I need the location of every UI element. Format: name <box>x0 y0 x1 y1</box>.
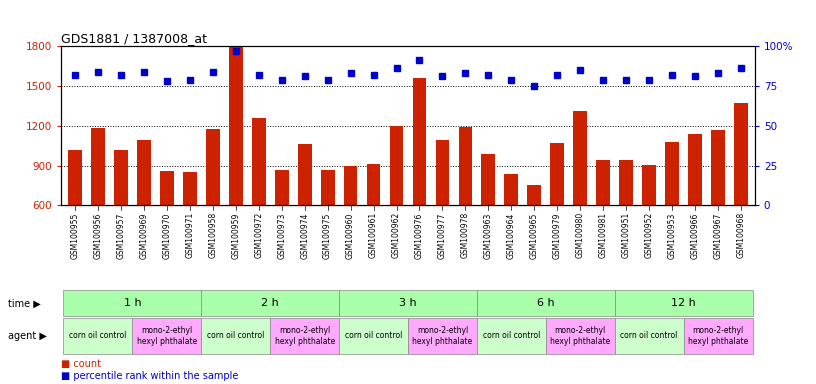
Bar <box>436 141 450 285</box>
Text: GSM100970: GSM100970 <box>162 212 171 258</box>
FancyBboxPatch shape <box>684 318 752 354</box>
FancyBboxPatch shape <box>546 318 614 354</box>
FancyBboxPatch shape <box>614 290 752 316</box>
Bar <box>527 185 541 285</box>
Text: corn oil control: corn oil control <box>620 331 678 341</box>
Bar <box>275 170 289 285</box>
FancyBboxPatch shape <box>202 318 270 354</box>
Bar <box>665 142 679 285</box>
FancyBboxPatch shape <box>132 318 202 354</box>
Text: GSM100964: GSM100964 <box>507 212 516 258</box>
Text: ■ percentile rank within the sample: ■ percentile rank within the sample <box>61 371 238 381</box>
Bar <box>321 170 335 285</box>
Text: GSM100972: GSM100972 <box>255 212 264 258</box>
Text: GSM100952: GSM100952 <box>645 212 654 258</box>
Bar <box>366 164 380 285</box>
Bar <box>228 46 242 285</box>
FancyBboxPatch shape <box>339 318 408 354</box>
FancyBboxPatch shape <box>408 318 477 354</box>
Bar <box>137 141 151 285</box>
Bar <box>574 111 588 285</box>
Bar <box>642 165 656 285</box>
Text: agent ▶: agent ▶ <box>8 331 47 341</box>
Text: 1 h: 1 h <box>123 298 141 308</box>
Text: GSM100963: GSM100963 <box>484 212 493 258</box>
Text: mono-2-ethyl
hexyl phthalate: mono-2-ethyl hexyl phthalate <box>274 326 335 346</box>
Text: GSM100959: GSM100959 <box>231 212 240 258</box>
Bar <box>619 160 633 285</box>
Text: GSM100953: GSM100953 <box>667 212 676 258</box>
Bar <box>712 130 725 285</box>
Bar <box>551 143 564 285</box>
Text: GSM100981: GSM100981 <box>599 212 608 258</box>
Text: mono-2-ethyl
hexyl phthalate: mono-2-ethyl hexyl phthalate <box>688 326 748 346</box>
Text: GSM100956: GSM100956 <box>94 212 103 258</box>
Bar <box>298 144 312 285</box>
Text: corn oil control: corn oil control <box>207 331 264 341</box>
Text: 3 h: 3 h <box>399 298 417 308</box>
Text: GSM100976: GSM100976 <box>415 212 424 258</box>
FancyBboxPatch shape <box>339 290 477 316</box>
Text: 2 h: 2 h <box>261 298 279 308</box>
Text: GSM100971: GSM100971 <box>185 212 194 258</box>
Text: GSM100977: GSM100977 <box>438 212 447 258</box>
Text: GSM100980: GSM100980 <box>576 212 585 258</box>
Text: GSM100965: GSM100965 <box>530 212 539 258</box>
Text: GSM100978: GSM100978 <box>461 212 470 258</box>
Text: GSM100960: GSM100960 <box>346 212 355 258</box>
Text: GSM100979: GSM100979 <box>552 212 561 258</box>
FancyBboxPatch shape <box>477 290 614 316</box>
Bar <box>91 128 104 285</box>
Bar <box>504 174 518 285</box>
Text: GSM100973: GSM100973 <box>277 212 286 258</box>
Text: mono-2-ethyl
hexyl phthalate: mono-2-ethyl hexyl phthalate <box>137 326 197 346</box>
Text: GSM100967: GSM100967 <box>713 212 722 258</box>
FancyBboxPatch shape <box>477 318 546 354</box>
Text: GSM100957: GSM100957 <box>117 212 126 258</box>
Text: ■ count: ■ count <box>61 359 101 369</box>
Bar <box>344 166 357 285</box>
FancyBboxPatch shape <box>614 318 684 354</box>
Bar <box>183 172 197 285</box>
Text: GSM100968: GSM100968 <box>737 212 746 258</box>
Text: time ▶: time ▶ <box>8 298 41 308</box>
Bar <box>160 171 174 285</box>
Text: GSM100962: GSM100962 <box>392 212 401 258</box>
Text: GSM100966: GSM100966 <box>690 212 699 258</box>
FancyBboxPatch shape <box>270 318 339 354</box>
Text: GSM100969: GSM100969 <box>140 212 149 258</box>
Text: GSM100961: GSM100961 <box>369 212 378 258</box>
Text: corn oil control: corn oil control <box>345 331 402 341</box>
Bar <box>734 103 748 285</box>
Text: corn oil control: corn oil control <box>482 331 540 341</box>
Bar <box>459 127 472 285</box>
Text: 12 h: 12 h <box>672 298 696 308</box>
Bar <box>413 78 427 285</box>
Bar <box>596 160 610 285</box>
Bar <box>688 134 702 285</box>
FancyBboxPatch shape <box>64 290 202 316</box>
Bar <box>252 118 265 285</box>
Text: GSM100955: GSM100955 <box>70 212 79 258</box>
Bar <box>389 126 403 285</box>
Text: GSM100958: GSM100958 <box>208 212 217 258</box>
FancyBboxPatch shape <box>202 290 339 316</box>
Bar <box>68 150 82 285</box>
Text: mono-2-ethyl
hexyl phthalate: mono-2-ethyl hexyl phthalate <box>550 326 610 346</box>
Text: corn oil control: corn oil control <box>69 331 126 341</box>
Bar <box>114 150 128 285</box>
Text: GSM100975: GSM100975 <box>323 212 332 258</box>
Text: mono-2-ethyl
hexyl phthalate: mono-2-ethyl hexyl phthalate <box>412 326 472 346</box>
Text: 6 h: 6 h <box>537 298 555 308</box>
Bar <box>481 154 495 285</box>
Text: GDS1881 / 1387008_at: GDS1881 / 1387008_at <box>61 32 207 45</box>
FancyBboxPatch shape <box>64 318 132 354</box>
Text: GSM100974: GSM100974 <box>300 212 309 258</box>
Bar <box>206 129 220 285</box>
Text: GSM100951: GSM100951 <box>622 212 631 258</box>
